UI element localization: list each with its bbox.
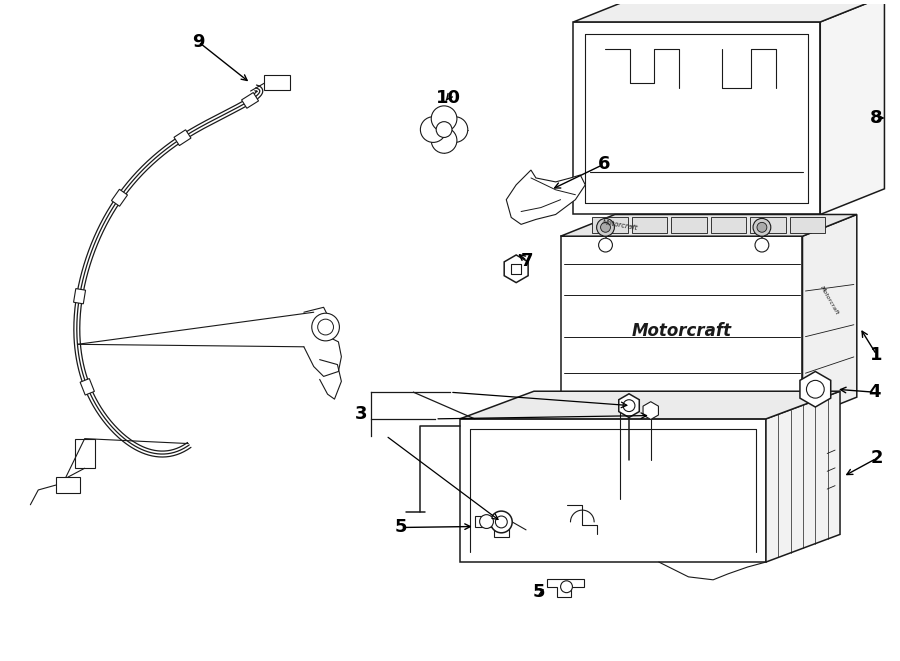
Text: 5: 5 (394, 518, 407, 537)
Circle shape (480, 515, 493, 529)
Polygon shape (74, 289, 86, 304)
Circle shape (753, 218, 770, 236)
Polygon shape (56, 477, 80, 493)
Circle shape (755, 238, 769, 252)
Polygon shape (474, 516, 509, 537)
Text: 6: 6 (598, 155, 610, 173)
Circle shape (311, 313, 339, 341)
Polygon shape (789, 217, 825, 233)
Polygon shape (643, 402, 659, 420)
Polygon shape (803, 214, 857, 419)
Polygon shape (241, 93, 258, 108)
Polygon shape (547, 579, 584, 597)
Circle shape (495, 516, 508, 528)
Text: 4: 4 (868, 383, 881, 401)
Polygon shape (174, 130, 191, 145)
Text: 10: 10 (436, 89, 461, 107)
Polygon shape (265, 75, 290, 90)
Polygon shape (460, 391, 840, 419)
Circle shape (318, 319, 334, 335)
Polygon shape (561, 214, 857, 236)
Polygon shape (632, 217, 667, 233)
Polygon shape (619, 394, 639, 418)
Polygon shape (800, 371, 831, 407)
Polygon shape (766, 391, 840, 562)
Text: 8: 8 (870, 108, 883, 127)
Text: Motorcraft: Motorcraft (632, 322, 732, 340)
Circle shape (597, 218, 615, 236)
Polygon shape (75, 439, 94, 468)
Polygon shape (80, 379, 94, 395)
Polygon shape (820, 0, 885, 214)
Polygon shape (671, 217, 706, 233)
Polygon shape (573, 22, 820, 214)
Circle shape (623, 400, 634, 412)
Polygon shape (711, 217, 746, 233)
Text: 2: 2 (870, 449, 883, 467)
Polygon shape (592, 217, 627, 233)
Circle shape (561, 581, 572, 593)
Circle shape (431, 128, 457, 153)
Circle shape (491, 511, 512, 533)
Text: Motorcraft: Motorcraft (602, 219, 639, 231)
Polygon shape (460, 419, 766, 562)
Text: 3: 3 (355, 405, 367, 423)
Polygon shape (507, 170, 585, 224)
Circle shape (757, 222, 767, 232)
Circle shape (431, 106, 457, 132)
Text: Motorcraft: Motorcraft (819, 285, 840, 315)
Polygon shape (751, 217, 786, 233)
Circle shape (600, 222, 610, 232)
Text: 5: 5 (533, 582, 545, 601)
Polygon shape (573, 0, 885, 22)
Text: 7: 7 (521, 252, 534, 270)
Circle shape (598, 238, 612, 252)
Polygon shape (504, 255, 528, 283)
Circle shape (442, 117, 468, 142)
Text: 9: 9 (192, 32, 204, 51)
Polygon shape (112, 189, 128, 206)
Circle shape (806, 380, 824, 398)
Circle shape (420, 117, 446, 142)
Text: 1: 1 (870, 346, 883, 364)
Polygon shape (561, 236, 803, 419)
Circle shape (436, 122, 452, 137)
